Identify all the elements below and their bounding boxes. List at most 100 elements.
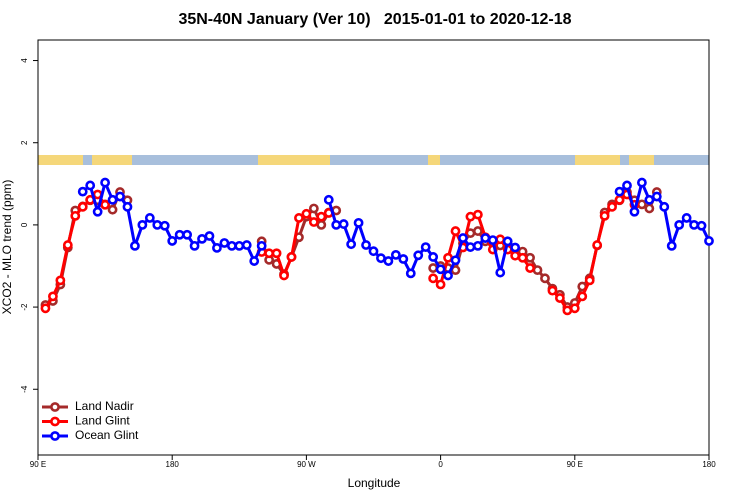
- y-axis-label: XCO2 - MLO trend (ppm): [0, 180, 14, 315]
- data-point: [420, 242, 431, 252]
- data-point: [308, 203, 319, 214]
- x-tick-label: 180: [166, 460, 180, 469]
- data-point: [651, 191, 662, 202]
- data-point: [40, 303, 51, 314]
- data-point: [234, 240, 245, 251]
- data-point: [249, 256, 260, 266]
- data-point: [85, 180, 96, 191]
- data-point: [48, 291, 58, 302]
- data-point: [107, 204, 118, 215]
- data-point: [584, 275, 595, 286]
- x-axis-label: Longitude: [348, 476, 401, 490]
- data-point: [450, 226, 461, 236]
- data-point: [376, 253, 386, 264]
- data-point: [674, 220, 685, 230]
- data-point: [398, 254, 409, 264]
- data-point: [644, 194, 655, 205]
- data-point: [629, 206, 640, 217]
- legend-label: Land Nadir: [75, 399, 134, 413]
- data-point: [323, 194, 334, 205]
- data-point: [637, 199, 647, 210]
- data-point: [346, 239, 357, 250]
- data-point: [115, 191, 125, 202]
- land-strip: [575, 155, 620, 165]
- data-point: [495, 234, 506, 245]
- data-point: [256, 240, 267, 251]
- y-tick-label: -2: [20, 303, 29, 311]
- y-tick-label: -4: [20, 385, 29, 393]
- data-point: [450, 255, 461, 266]
- data-point: [644, 203, 655, 214]
- data-point: [189, 240, 200, 251]
- data-point: [271, 248, 282, 259]
- data-point: [599, 210, 610, 221]
- x-tick-label: 90 E: [567, 460, 583, 469]
- data-point: [226, 240, 237, 251]
- data-point: [637, 177, 647, 188]
- data-point: [241, 240, 252, 250]
- data-point: [472, 226, 483, 236]
- series: [77, 177, 714, 281]
- data-point: [152, 220, 163, 230]
- data-point: [614, 186, 625, 197]
- data-point: [540, 273, 550, 284]
- data-point: [301, 208, 312, 219]
- data-point: [279, 270, 289, 281]
- data-point: [130, 240, 140, 251]
- legend-label: Land Glint: [75, 414, 130, 428]
- data-point: [704, 236, 714, 246]
- data-point: [62, 240, 73, 250]
- data-point: [592, 240, 603, 250]
- data-point: [383, 256, 394, 266]
- data-point: [77, 186, 88, 197]
- data-point: [55, 275, 66, 286]
- data-point: [167, 236, 178, 246]
- y-tick-label: 0: [20, 222, 29, 227]
- plot-frame: [37, 39, 710, 456]
- data-point: [696, 220, 707, 231]
- chart-title: 35N-40N January (Ver 10) 2015-01-01 to 2…: [178, 11, 571, 28]
- data-point: [100, 177, 110, 188]
- data-point: [443, 252, 453, 263]
- data-point: [204, 231, 215, 241]
- data-point: [316, 220, 327, 230]
- data-point: [428, 252, 439, 262]
- x-tick-label: 0: [438, 460, 443, 469]
- data-point: [607, 201, 617, 212]
- data-point: [331, 220, 342, 230]
- data-point: [286, 252, 297, 262]
- data-point: [547, 285, 558, 296]
- data-point: [428, 273, 439, 284]
- data-point: [435, 279, 446, 290]
- data-point: [443, 270, 453, 281]
- data-point: [77, 201, 88, 212]
- data-point: [502, 236, 513, 247]
- data-point: [413, 250, 424, 261]
- data-point: [569, 303, 580, 314]
- x-tick-label: 180: [702, 460, 716, 469]
- data-point: [182, 229, 193, 240]
- legend-marker: [50, 416, 60, 427]
- data-point: [212, 243, 222, 253]
- data-point: [622, 180, 632, 191]
- data-point: [294, 213, 304, 223]
- data-point: [92, 206, 103, 217]
- data-point: [465, 211, 476, 222]
- map-strip: [38, 155, 709, 165]
- land-strip: [38, 155, 83, 165]
- land-strip: [92, 155, 132, 165]
- data-point: [428, 263, 439, 273]
- data-point: [197, 233, 207, 244]
- data-point: [316, 211, 327, 222]
- land-strip: [629, 155, 654, 165]
- data-point: [689, 220, 699, 230]
- data-point: [353, 217, 364, 228]
- data-point: [435, 264, 446, 275]
- data-point: [70, 210, 81, 221]
- data-point: [137, 220, 148, 230]
- y-tick-label: 4: [20, 58, 29, 63]
- data-point: [159, 220, 170, 231]
- data-point: [525, 263, 535, 273]
